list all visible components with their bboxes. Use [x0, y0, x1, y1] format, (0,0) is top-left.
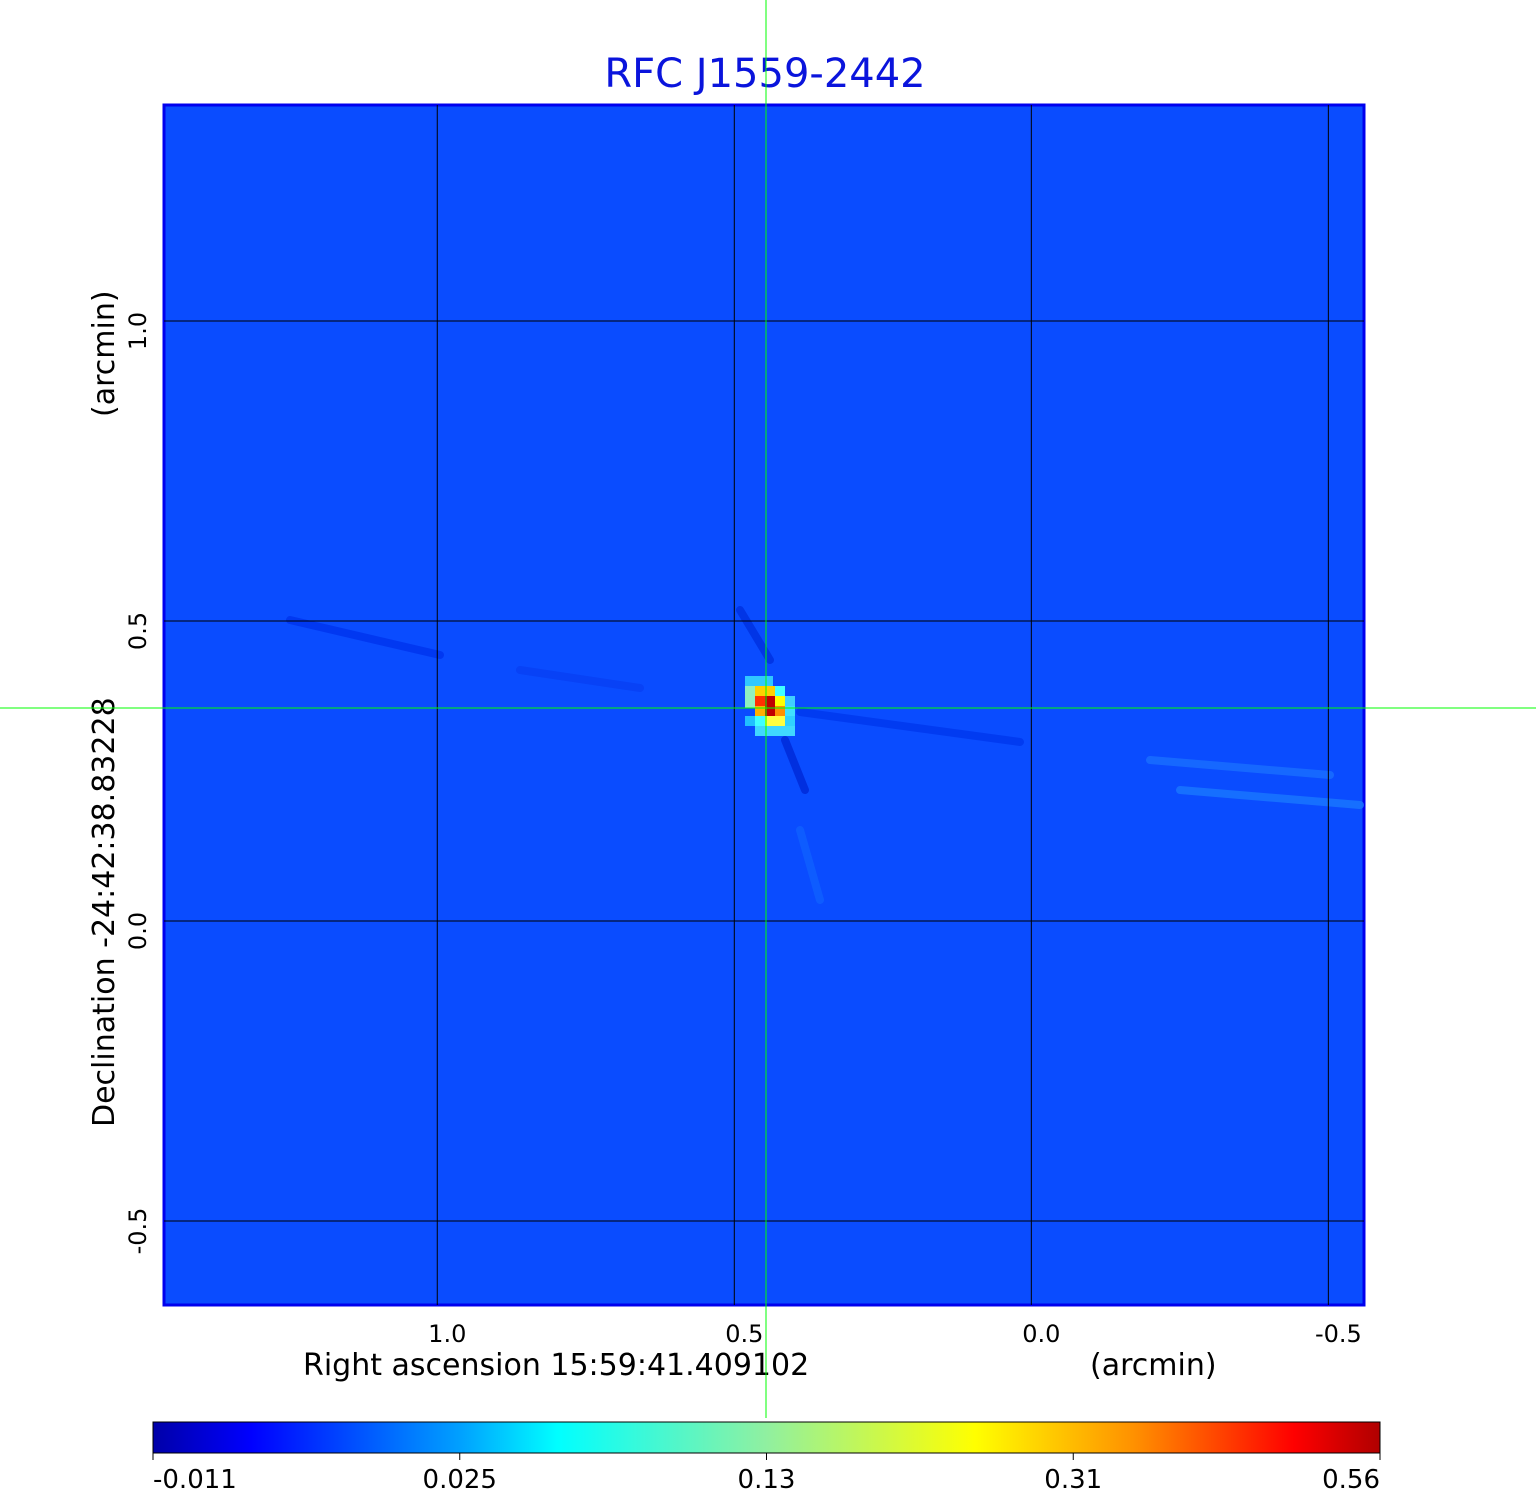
y-axis-unit: (arcmin) — [87, 290, 122, 417]
source-pixel — [755, 726, 795, 736]
x-tick-label: 1.0 — [428, 1320, 466, 1348]
y-tick-label: -0.5 — [124, 1208, 152, 1255]
streak — [1146, 756, 1334, 779]
source-pixel — [745, 686, 755, 708]
colorbar-tick-label: 0.31 — [1044, 1465, 1102, 1495]
streak — [516, 666, 644, 692]
source-pixel — [785, 696, 795, 706]
grid-lines — [164, 105, 1364, 1305]
source-pixel — [765, 686, 775, 696]
colorbar — [152, 1421, 1381, 1454]
streak — [796, 826, 824, 904]
source-pixel — [775, 686, 785, 696]
colorbar-tick-label: -0.011 — [153, 1465, 237, 1495]
source-pixel — [745, 716, 755, 726]
source-pixel — [785, 706, 795, 716]
colorbar-tick-label: 0.56 — [1322, 1465, 1380, 1495]
streak — [286, 616, 444, 659]
source-pixel — [765, 706, 775, 716]
colorbar-tick-label: 0.025 — [423, 1465, 497, 1495]
source-pixel — [765, 716, 785, 726]
source-pixel — [785, 716, 795, 726]
x-tick-label: -0.5 — [1315, 1320, 1362, 1348]
source-pixel — [775, 696, 785, 706]
y-tick-label: 0.0 — [124, 912, 152, 950]
source-pixel — [755, 706, 765, 716]
source-pixel — [775, 706, 785, 716]
y-tick-label: 1.0 — [124, 312, 152, 350]
x-axis-label: Right ascension 15:59:41.409102 — [303, 1348, 809, 1383]
y-axis-label: Declination -24:42:38.83228 — [87, 697, 122, 1127]
source-pixel — [765, 696, 775, 706]
source-pixel — [745, 676, 773, 686]
x-axis-unit: (arcmin) — [1090, 1348, 1217, 1383]
colorbar-tick-label: 0.13 — [738, 1465, 796, 1495]
source-pixel — [755, 696, 765, 706]
source-pixel — [755, 686, 765, 696]
streak — [1176, 786, 1364, 809]
x-tick-label: 0.5 — [725, 1320, 763, 1348]
streak — [736, 606, 774, 664]
source-pixels — [745, 676, 795, 736]
streak — [796, 708, 1024, 746]
y-tick-label: 0.5 — [124, 612, 152, 650]
x-tick-label: 0.0 — [1022, 1320, 1060, 1348]
chart-title: RFC J1559-2442 — [604, 51, 925, 97]
sidelobe-streaks — [286, 606, 1364, 904]
streak — [781, 736, 809, 794]
source-pixel — [755, 716, 765, 726]
